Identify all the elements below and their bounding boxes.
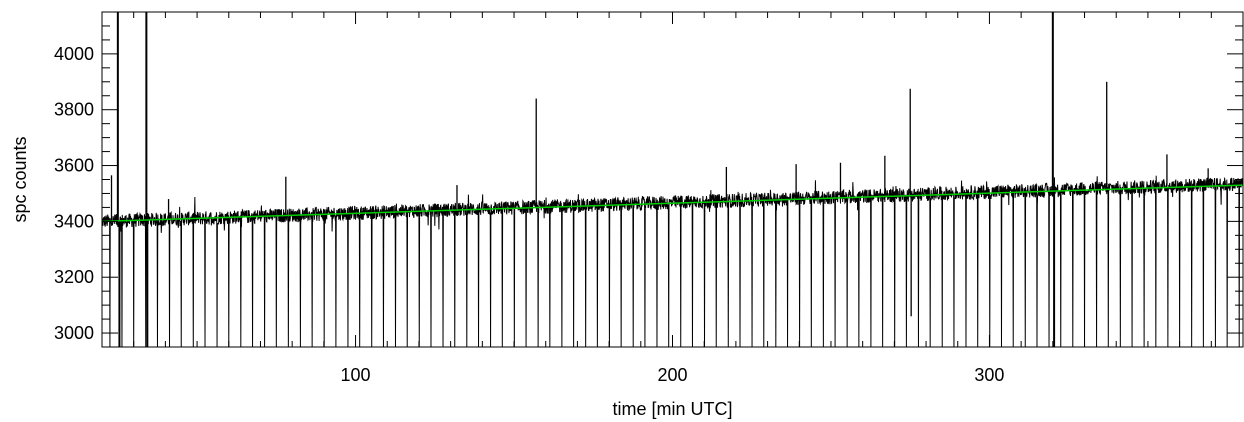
y-axis-label: spc counts [10, 136, 30, 222]
tick-layer: 100 200 300 3000 3200 3400 3600 3800 4000 [54, 11, 1243, 385]
y-tick-label: 3000 [54, 323, 94, 343]
y-tick-label: 3600 [54, 156, 94, 176]
y-tick-label: 3800 [54, 100, 94, 120]
plot-frame [101, 11, 1244, 348]
x-axis-label: time [min UTC] [612, 399, 732, 419]
x-tick-label: 200 [657, 365, 687, 385]
data-layer [102, 12, 1243, 347]
y-tick-label: 4000 [54, 44, 94, 64]
y-tick-label: 3400 [54, 211, 94, 231]
signal-line [102, 175, 1243, 347]
fit-line [102, 184, 1243, 223]
x-tick-label: 300 [974, 365, 1004, 385]
x-tick-label: 100 [341, 365, 371, 385]
y-tick-label: 3200 [54, 267, 94, 287]
